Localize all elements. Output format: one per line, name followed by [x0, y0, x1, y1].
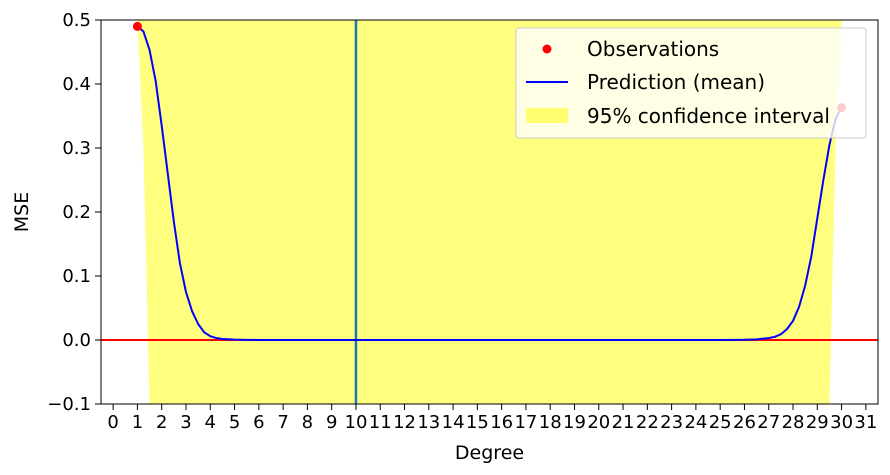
x-tick-label: 1: [132, 412, 143, 433]
legend-observations-marker: [542, 44, 552, 54]
x-axis-title: Degree: [455, 442, 524, 464]
x-tick-label: 24: [684, 412, 707, 433]
y-tick-label: −0.1: [47, 394, 91, 415]
x-tick-label: 9: [326, 412, 337, 433]
y-tick-label: 0.2: [62, 202, 91, 223]
prediction-mean-line: [136, 25, 843, 341]
x-tick-label: 10: [345, 412, 368, 433]
x-tick-label: 22: [636, 412, 659, 433]
x-tick-label: 3: [180, 412, 191, 433]
x-tick-label: 2: [156, 412, 167, 433]
x-tick-label: 28: [782, 412, 805, 433]
y-tick-label: 0.4: [62, 74, 91, 95]
x-tick-label: 30: [830, 412, 853, 433]
legend-frame: [515, 27, 867, 139]
x-tick-label: 11: [369, 412, 392, 433]
x-tick-label: 21: [612, 412, 635, 433]
x-tick-label: 26: [733, 412, 756, 433]
x-tick-label: 25: [709, 412, 732, 433]
y-axis-title: MSE: [11, 192, 33, 232]
y-tick-label: 0.3: [62, 138, 91, 159]
y-axis: −0.1 0.0 0.1 0.2 0.3 0.4 0.5: [47, 10, 101, 415]
x-tick-label: 8: [302, 412, 313, 433]
x-tick-label: 7: [277, 412, 288, 433]
x-tick-label: 12: [393, 412, 416, 433]
x-tick-label: 16: [490, 412, 513, 433]
legend-confidence-label: 95% confidence interval: [587, 104, 830, 128]
x-tick-label: 31: [854, 412, 877, 433]
x-tick-label: 27: [757, 412, 780, 433]
legend: Observations Prediction (mean) 95% confi…: [515, 27, 867, 139]
y-tick-label: 0.0: [62, 330, 91, 351]
x-tick-label: 14: [442, 412, 465, 433]
y-tick-label: 0.5: [62, 10, 91, 31]
x-tick-label: 18: [539, 412, 562, 433]
y-tick-label: 0.1: [62, 266, 91, 287]
legend-prediction-label: Prediction (mean): [587, 70, 765, 94]
x-tick-label: 15: [466, 412, 489, 433]
x-tick-label: 23: [660, 412, 683, 433]
x-tick-label: 5: [229, 412, 240, 433]
x-tick-label: 20: [587, 412, 610, 433]
x-tick-label: 17: [514, 412, 537, 433]
x-tick-label: 29: [806, 412, 829, 433]
x-tick-label: 13: [417, 412, 440, 433]
x-tick-label: 6: [253, 412, 264, 433]
observation-point: [132, 21, 142, 31]
x-axis: 0 1 2 3 4 5 6 7 8 9 10 11 12 13 14 15 16 17 18 19 20 21 22 23 24…: [107, 404, 877, 433]
legend-observations-label: Observations: [587, 37, 719, 61]
x-tick-label: 19: [563, 412, 586, 433]
legend-confidence-swatch: [526, 108, 568, 123]
x-tick-label: 4: [205, 412, 216, 433]
x-tick-label: 0: [107, 412, 118, 433]
